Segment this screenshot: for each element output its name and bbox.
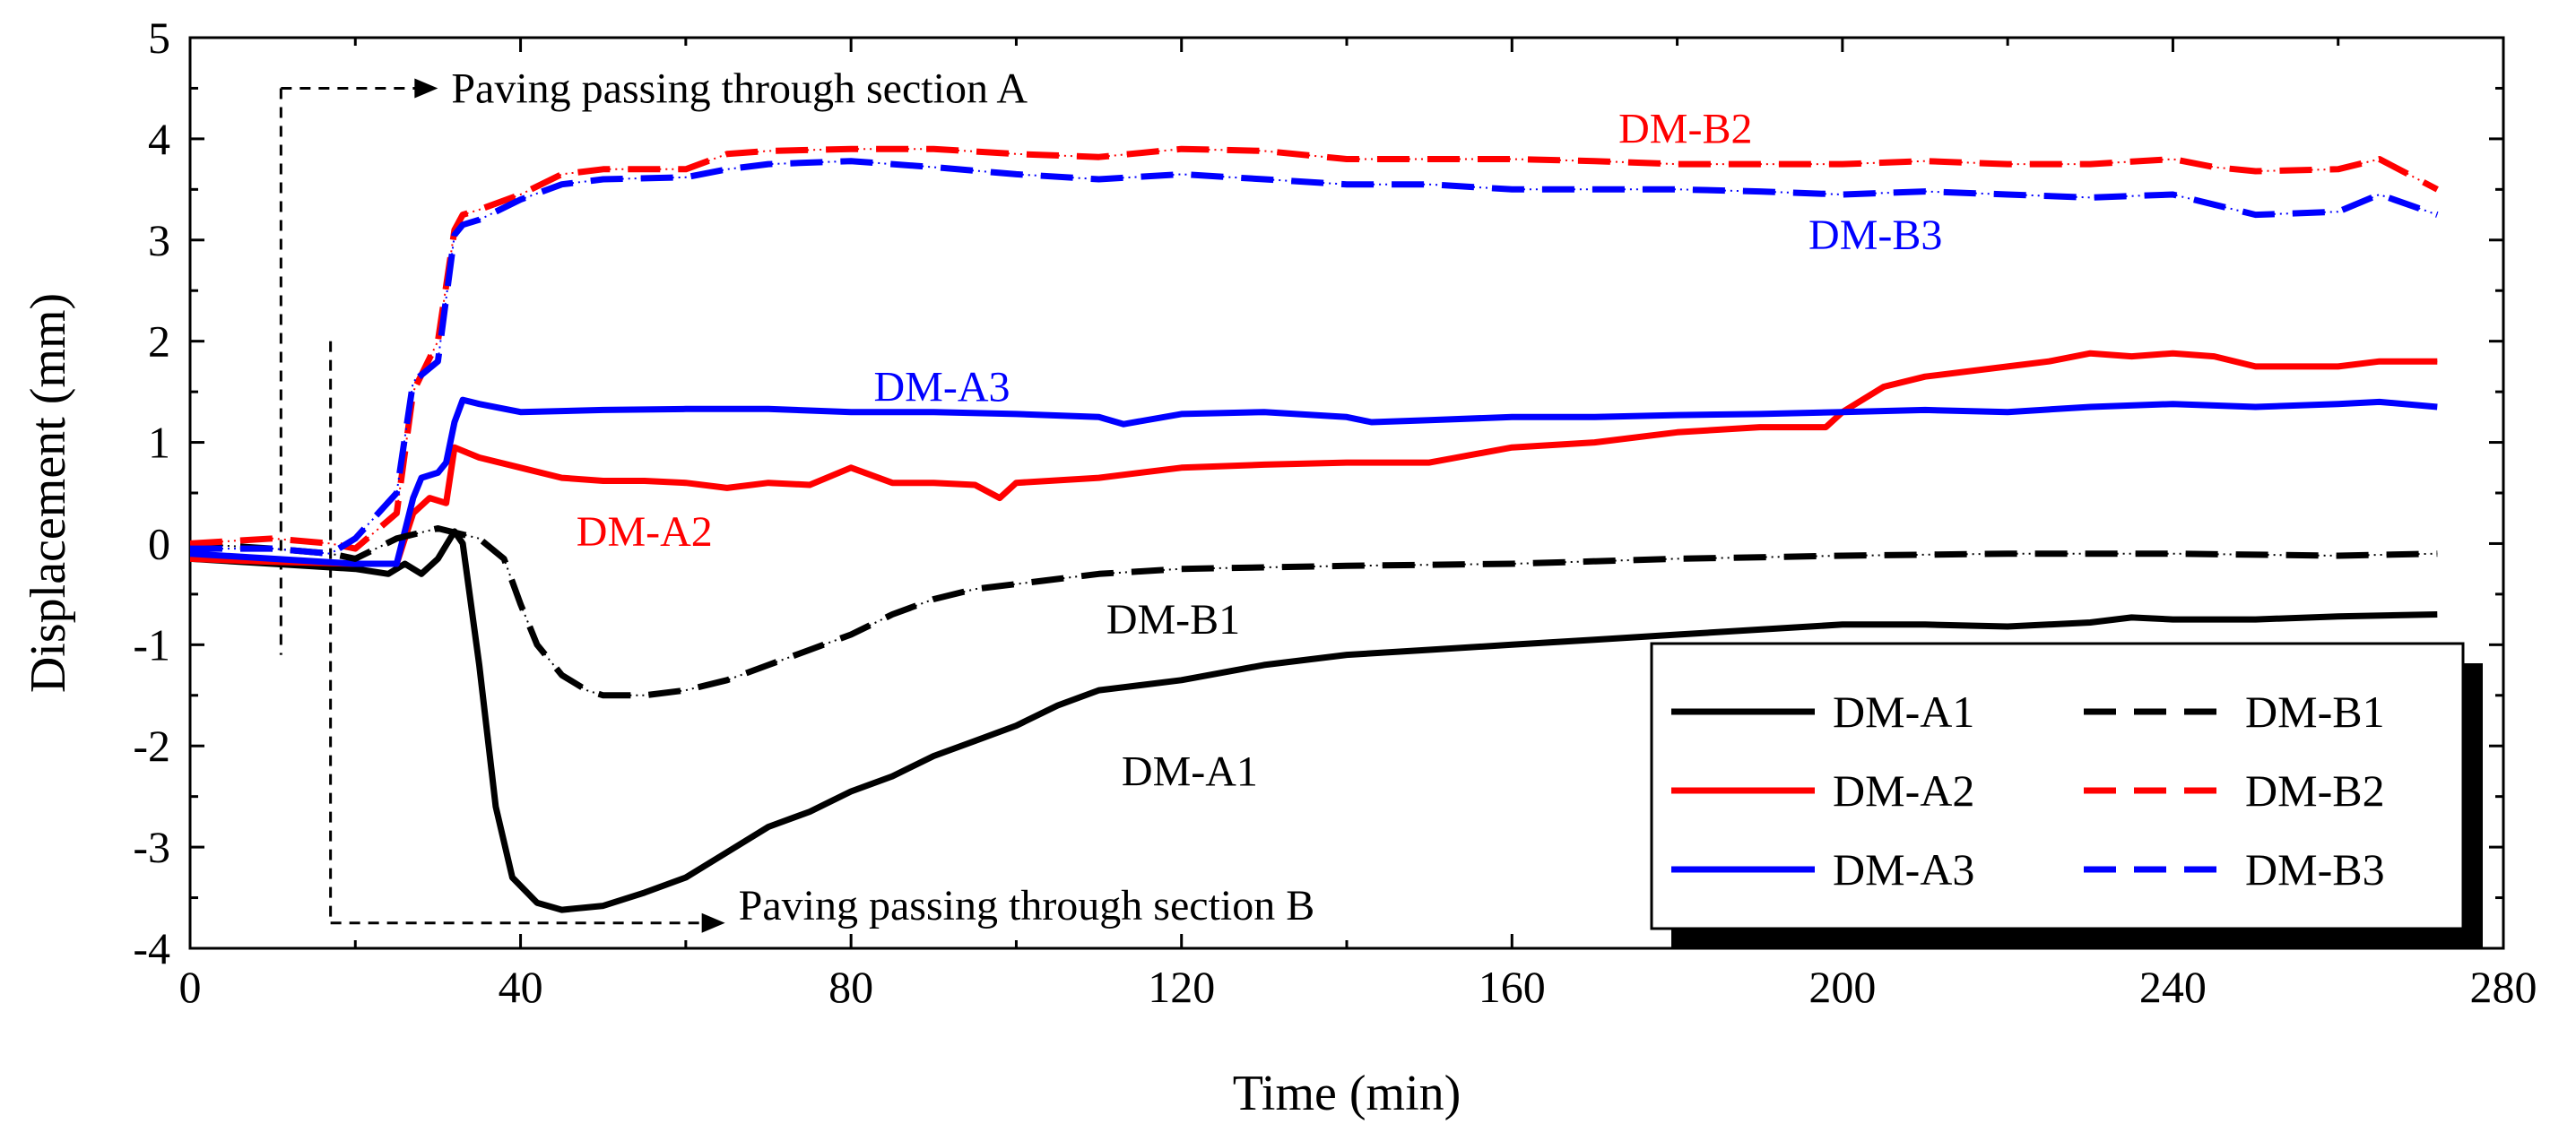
series-label: DM-A3	[874, 363, 1010, 411]
series-line-dm-b2	[190, 145, 2439, 552]
legend-entry-dm-b3: DM-B3	[2245, 844, 2385, 895]
series-trace-dm-a3	[190, 398, 2438, 565]
y-tick-label: -3	[133, 822, 170, 872]
series-label: DM-A2	[577, 508, 713, 556]
annotations: Paving passing through section A Paving p…	[279, 65, 1315, 933]
legend-entry-dm-b2: DM-B2	[2245, 765, 2385, 816]
x-tick-label: 240	[2139, 962, 2207, 1012]
series-trace-dm-a2	[190, 352, 2438, 565]
x-tick-label: 280	[2470, 962, 2537, 1012]
y-tick-label: -1	[133, 619, 170, 670]
series-labels: DM-B2 DM-B3 DM-A3 DM-A2 DM-B1 DM-A1	[577, 106, 1943, 796]
legend-entry-dm-a1: DM-A1	[1833, 687, 1974, 737]
series-trace-dm-b1	[190, 527, 2438, 696]
legend-box	[1650, 642, 2465, 930]
x-axis-title: Time (min)	[1233, 1066, 1461, 1121]
y-tick-label: 5	[148, 13, 170, 63]
y-tick-label: 2	[148, 316, 170, 367]
series-trace-dm-b3	[190, 160, 2438, 555]
annotation-text: Paving passing through section A	[451, 65, 1028, 112]
axes: 0 40 80 120 160 200 240 280 -4 -3 -2 -1 0 1 2 3 4 5 Time (…	[21, 13, 2537, 1121]
series-label: DM-A1	[1122, 748, 1258, 795]
y-tick-label: 1	[148, 418, 170, 468]
x-tick-label: 0	[179, 962, 202, 1012]
x-tick-label: 80	[828, 962, 873, 1012]
series-line-dm-a3	[190, 396, 2438, 567]
series-label: DM-B2	[1618, 106, 1752, 153]
y-tick-label: -4	[133, 923, 170, 973]
series-trace-dm-b2	[190, 148, 2438, 550]
y-axis-title: Displacement (mm)	[21, 293, 76, 693]
series-lines	[190, 145, 2439, 913]
series-label: DM-B3	[1808, 212, 1942, 259]
legend-entry-dm-a2: DM-A2	[1833, 765, 1974, 816]
x-tick-label: 40	[499, 962, 543, 1012]
x-tick-label: 120	[1148, 962, 1215, 1012]
y-tick-label: 3	[148, 215, 170, 265]
series-line-dm-b1	[190, 525, 2438, 699]
annotation-arrow-head	[414, 78, 438, 99]
legend: DM-A1 DM-B1 DM-A2 DM-B2 DM-A3 DM-B3	[1650, 642, 2483, 948]
series-line-dm-a2	[190, 350, 2438, 567]
y-tick-label: 4	[148, 114, 170, 164]
legend-entry-dm-a3: DM-A3	[1833, 844, 1974, 895]
x-tick-label: 200	[1808, 962, 1876, 1012]
series-line-dm-b3	[190, 158, 2439, 558]
annotation-arrow-head	[701, 912, 725, 933]
y-tick-label: 0	[148, 518, 170, 568]
annotation-text: Paving passing through section B	[739, 882, 1315, 929]
legend-entry-dm-b1: DM-B1	[2245, 687, 2385, 737]
y-tick-label: -2	[133, 721, 170, 771]
series-label: DM-B1	[1106, 596, 1240, 644]
x-tick-label: 160	[1479, 962, 1546, 1012]
